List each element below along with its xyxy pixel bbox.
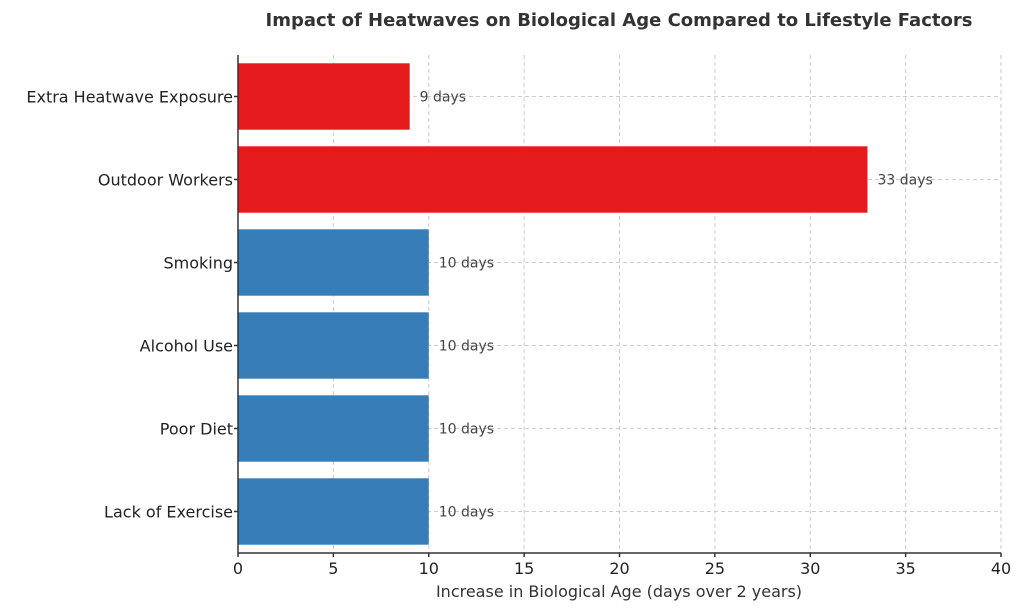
bar [238, 63, 410, 130]
bar [238, 146, 868, 213]
x-tick-label: 20 [609, 559, 629, 578]
category-label: Poor Diet [160, 420, 233, 439]
bar [238, 395, 429, 462]
data-label: 10 days [439, 339, 494, 355]
category-label: Alcohol Use [140, 337, 233, 356]
data-label: 10 days [439, 505, 494, 521]
category-label: Extra Heatwave Exposure [26, 88, 233, 107]
bar [238, 229, 429, 296]
x-tick-label: 25 [705, 559, 725, 578]
bars [238, 63, 868, 545]
bar [238, 478, 429, 545]
x-tick-label: 0 [233, 559, 243, 578]
x-tick-label: 10 [419, 559, 439, 578]
x-tick-label: 15 [514, 559, 534, 578]
category-label: Lack of Exercise [104, 503, 233, 522]
data-label: 9 days [420, 90, 466, 106]
category-label: Smoking [163, 254, 233, 273]
data-label: 10 days [439, 256, 494, 272]
axes: Extra Heatwave Exposure Outdoor Workers Sm… [26, 55, 1011, 578]
x-tick-label: 5 [328, 559, 338, 578]
chart-title: Impact of Heatwaves on Biological Age Co… [266, 10, 973, 31]
data-label: 10 days [439, 422, 494, 438]
x-tick-label: 30 [800, 559, 820, 578]
x-tick-label: 35 [895, 559, 915, 578]
data-labels: 9 days 33 days 10 days 10 days 10 days 10 day… [420, 90, 933, 521]
bar [238, 312, 429, 379]
x-tick-label: 40 [991, 559, 1011, 578]
category-label: Outdoor Workers [98, 171, 233, 190]
data-label: 33 days [877, 173, 932, 189]
x-axis-label: Increase in Biological Age (days over 2 … [436, 582, 802, 601]
